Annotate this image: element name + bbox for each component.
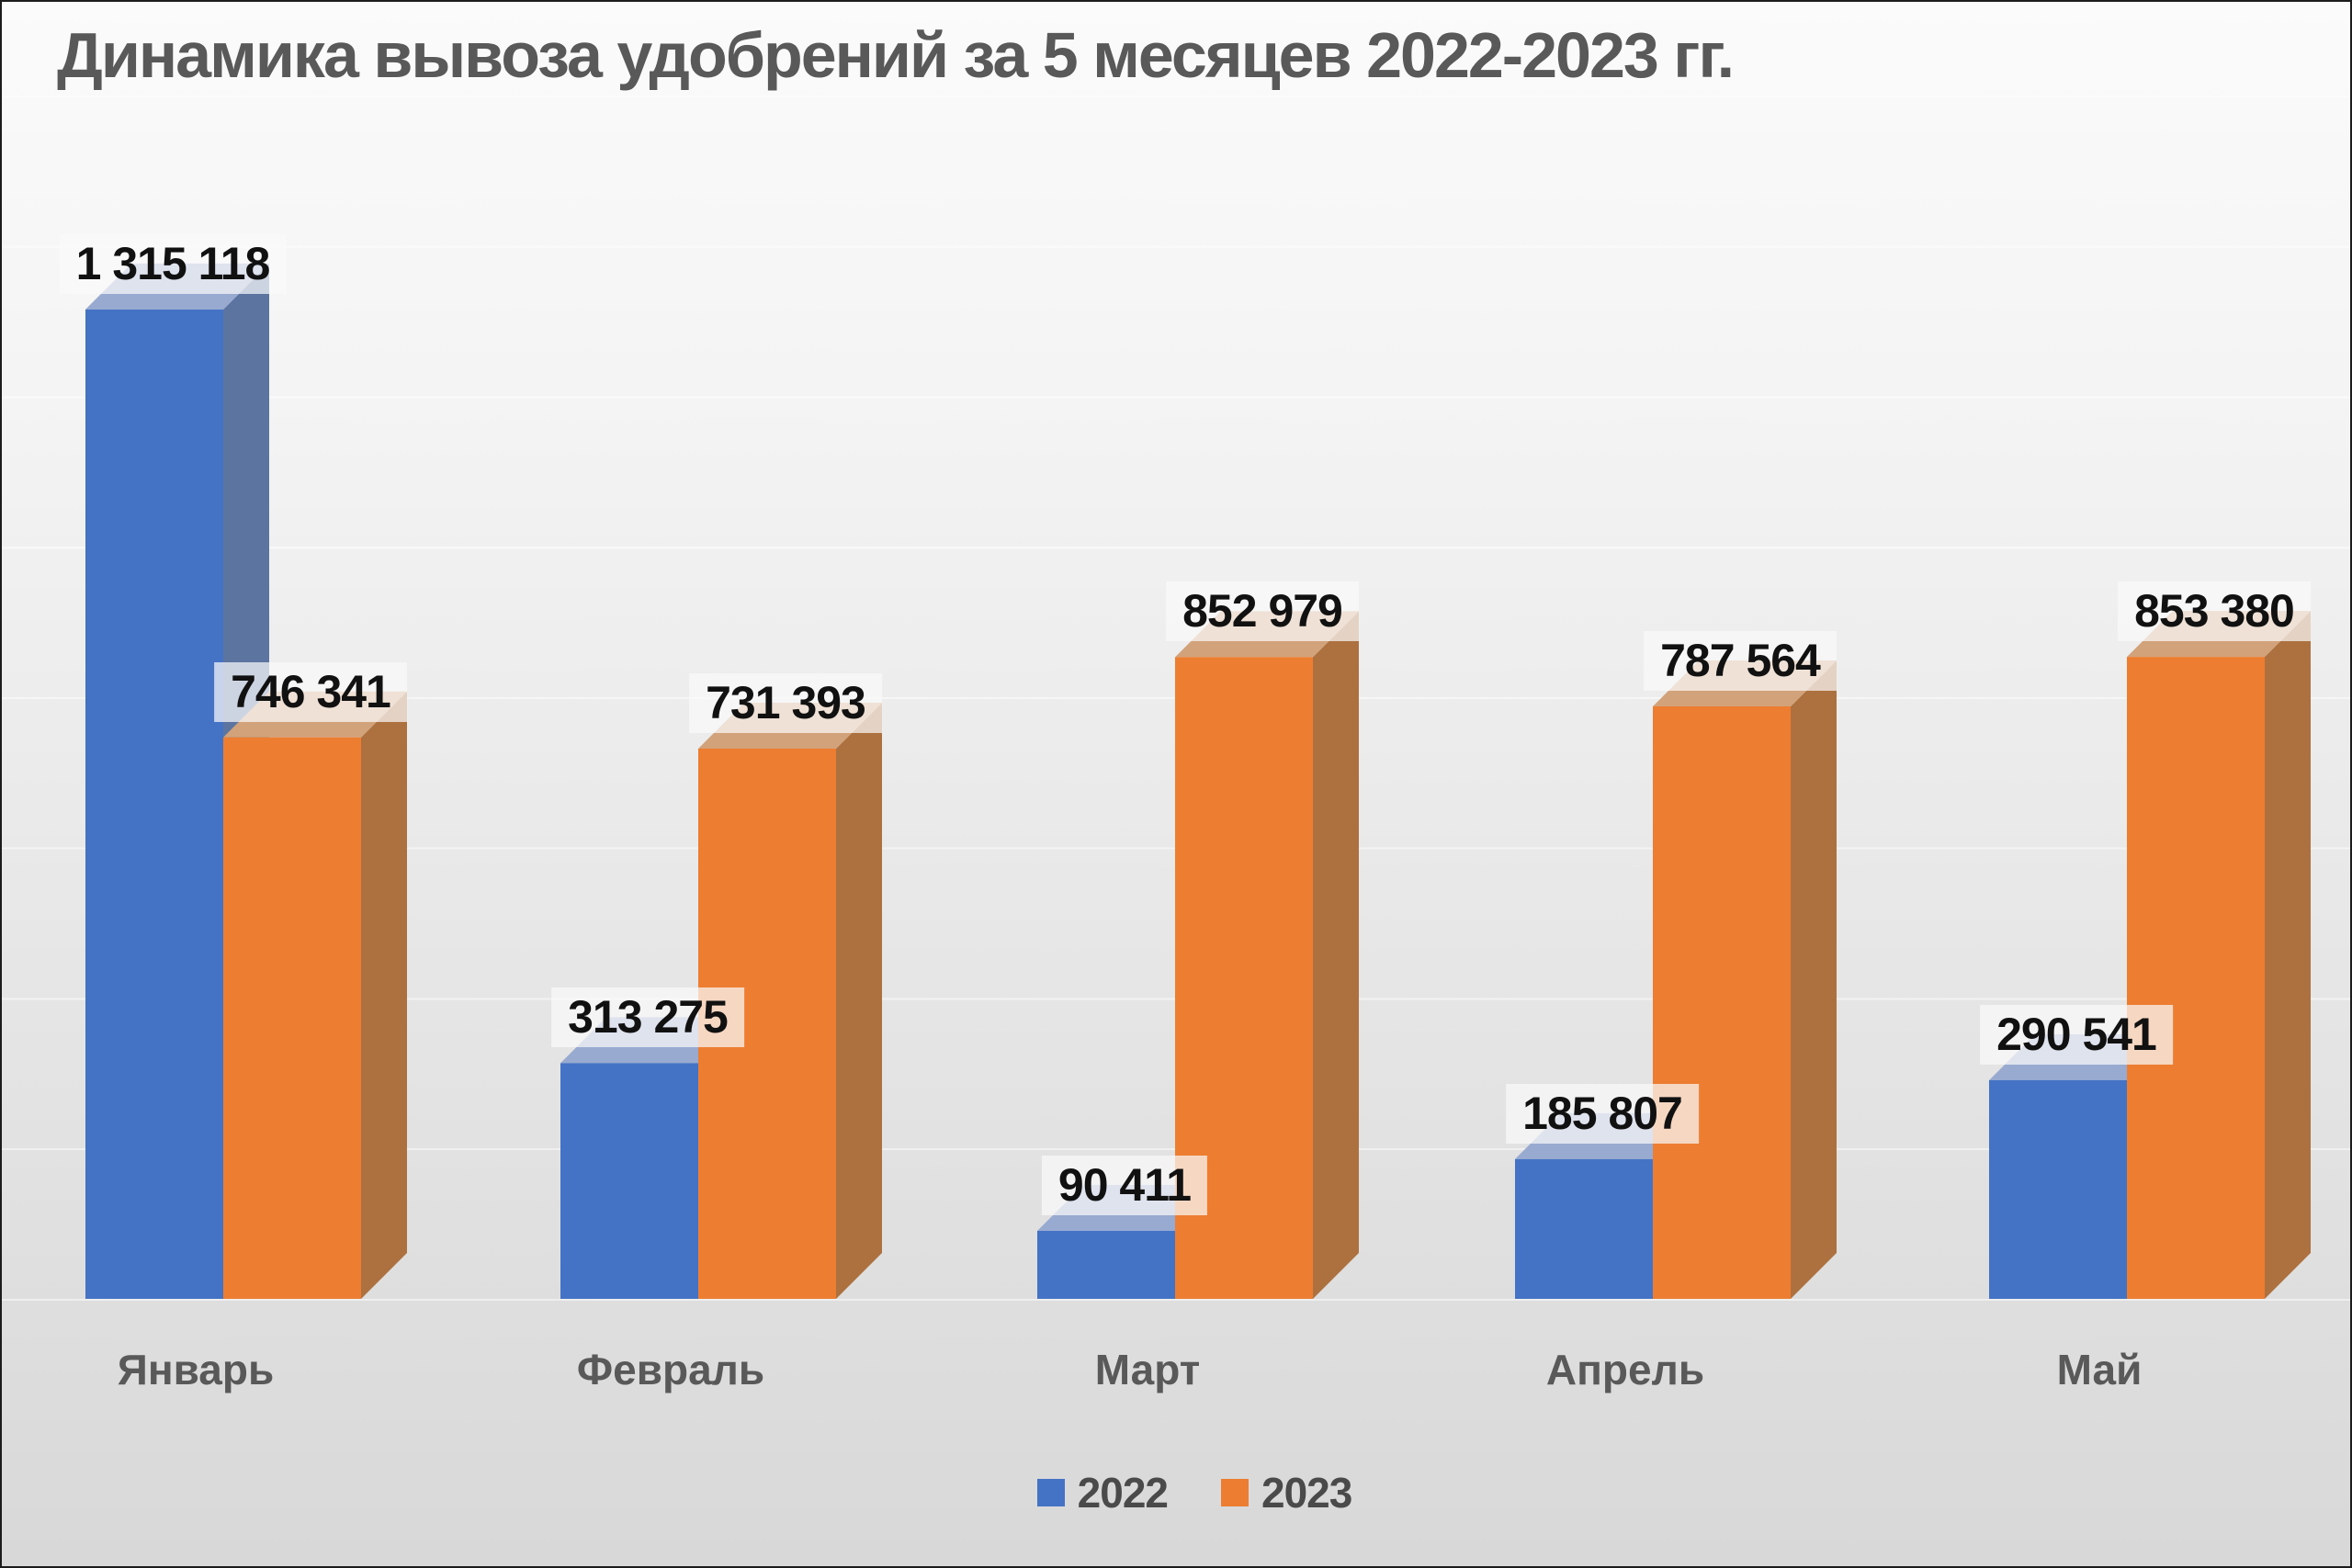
category-label-Февраль: Февраль: [576, 1346, 765, 1393]
data-label-2022-Апрель: 185 807: [1506, 1083, 1699, 1144]
bar-2022-Февраль-front: [560, 1063, 698, 1299]
category-label-Апрель: Апрель: [1545, 1346, 1705, 1393]
bar-2023-Май-front: [2127, 657, 2265, 1299]
bar-2022-Март-front: [1037, 1230, 1175, 1299]
bar-2023-Апрель-side: [1791, 660, 1837, 1299]
legend-swatch-2023: [1221, 1479, 1249, 1506]
data-label-2022-Май: 290 541: [1980, 1005, 2173, 1066]
legend-label-2022: 2022: [1077, 1469, 1169, 1517]
category-label-Май: Май: [2056, 1346, 2143, 1393]
bar-2023-Апрель-front: [1653, 705, 1791, 1299]
bar-2023-Январь-front: [223, 737, 361, 1299]
chart-title: Динамика вывоза удобрений за 5 месяцев 2…: [57, 19, 1735, 91]
bar-2022-Май-front: [1989, 1080, 2127, 1299]
legend-swatch-2022: [1036, 1479, 1065, 1506]
category-label-Январь: Январь: [117, 1346, 275, 1393]
bar-2023-Март-side: [1313, 611, 1359, 1299]
bar-2023-Январь-side: [361, 691, 407, 1299]
data-label-2022-Март: 90 411: [1041, 1155, 1208, 1215]
bar-2023-Март-front: [1175, 657, 1313, 1299]
legend-item-2023: 2023: [1221, 1468, 1352, 1517]
bar-2023-Май-side: [2265, 611, 2311, 1299]
bar-2023-Февраль-front: [698, 748, 836, 1299]
data-label-2023-Февраль: 731 393: [689, 672, 882, 733]
legend: 2022 2023: [39, 1468, 2350, 1517]
data-label-2023-Январь: 746 341: [214, 661, 407, 722]
bar-2022-Апрель-front: [1515, 1158, 1653, 1299]
data-label-2023-Апрель: 787 564: [1644, 630, 1837, 691]
legend-item-2022: 2022: [1036, 1468, 1169, 1517]
bar-2023-Февраль-side: [836, 702, 882, 1299]
data-label-2022-Февраль: 313 275: [551, 987, 744, 1048]
data-label-2023-Март: 852 979: [1166, 581, 1359, 642]
category-label-Март: Март: [1094, 1346, 1201, 1393]
bar-2022-Январь-front: [85, 309, 223, 1300]
data-label-2022-Январь: 1 315 118: [59, 233, 287, 294]
data-label-2023-Май: 853 380: [2118, 581, 2311, 642]
legend-label-2023: 2023: [1261, 1469, 1352, 1517]
